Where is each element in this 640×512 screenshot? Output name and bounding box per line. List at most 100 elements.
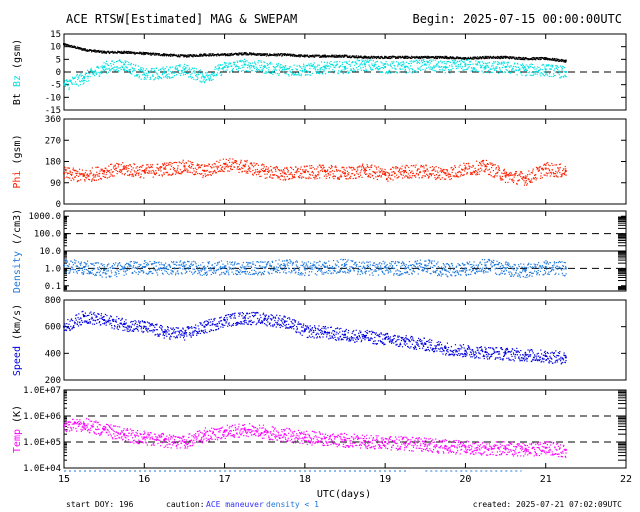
density-point	[212, 272, 215, 274]
mag-point	[217, 65, 219, 67]
mag-point	[351, 62, 353, 64]
mag-point	[287, 73, 289, 76]
phi-point	[133, 170, 135, 172]
phi-point	[549, 175, 551, 177]
phi-point	[216, 160, 218, 162]
phi-point	[95, 179, 97, 181]
mag-point	[192, 56, 194, 58]
phi-point	[375, 166, 377, 168]
mag-point	[95, 51, 97, 53]
phi-point	[215, 172, 217, 174]
mag-point	[109, 70, 111, 72]
density-point	[198, 271, 200, 273]
mag-point	[422, 62, 424, 64]
phi-point	[238, 171, 240, 174]
mag-point	[430, 56, 432, 58]
phi-point	[432, 173, 434, 175]
mag-point	[247, 53, 249, 55]
phi-point	[535, 179, 537, 181]
phi-point	[445, 174, 447, 177]
density-point	[172, 271, 174, 273]
mag-point	[208, 55, 210, 57]
density-point	[240, 267, 243, 269]
phi-point	[338, 178, 340, 180]
mag-point	[465, 65, 467, 67]
mag-point	[549, 67, 551, 70]
mag-point	[430, 66, 432, 68]
density-point	[110, 270, 112, 272]
mag-point	[173, 75, 176, 77]
phi-point	[77, 179, 79, 182]
mag-point	[511, 57, 513, 60]
phi-point	[539, 165, 541, 168]
mag-point	[108, 52, 110, 54]
mag-point	[300, 75, 302, 77]
phi-point	[97, 175, 99, 177]
mag-point	[525, 64, 527, 66]
mag-point	[200, 77, 203, 79]
mag-point	[388, 70, 390, 72]
mag-point	[174, 66, 177, 68]
phi-point	[436, 170, 438, 172]
phi-point	[356, 167, 358, 169]
mag-point	[280, 53, 282, 55]
phi-point	[299, 176, 301, 178]
phi-point	[204, 175, 207, 178]
mag-point	[116, 66, 118, 68]
mag-data-point	[504, 65, 507, 68]
mag-point	[371, 55, 373, 58]
phi-point	[503, 168, 505, 170]
mag-point	[105, 60, 108, 63]
phi-point	[182, 161, 184, 163]
phi-point	[462, 174, 465, 176]
mag-point	[265, 72, 267, 74]
mag-point	[517, 63, 519, 65]
density-point	[251, 263, 254, 265]
phi-point	[300, 166, 302, 168]
mag-point	[309, 65, 311, 67]
mag-point	[299, 56, 301, 58]
phi-point	[348, 166, 350, 168]
mag-point	[373, 65, 376, 67]
density-series-density	[63, 258, 567, 278]
mag-point	[111, 60, 114, 62]
phi-point	[254, 164, 256, 166]
phi-point	[510, 172, 512, 174]
phi-point	[438, 177, 440, 179]
phi-point	[151, 172, 153, 174]
phi-point	[328, 166, 330, 168]
phi-point	[401, 165, 403, 167]
phi-point	[372, 174, 374, 177]
mag-point	[544, 58, 546, 61]
mag-point	[411, 55, 413, 57]
mag-point	[251, 52, 253, 54]
phi-point	[304, 169, 306, 171]
mag-point	[339, 65, 342, 67]
mag-point	[524, 65, 526, 68]
phi-point	[85, 177, 88, 179]
mag-point	[417, 61, 420, 63]
mag-point	[183, 56, 185, 58]
mag-point	[197, 77, 199, 79]
mag-point	[311, 55, 313, 57]
phi-point	[128, 174, 130, 177]
density-point	[130, 265, 132, 267]
mag-point	[289, 66, 292, 68]
mag-point	[238, 54, 240, 56]
phi-point	[331, 170, 334, 172]
phi-point	[118, 164, 120, 166]
mag-point	[134, 65, 136, 67]
mag-point	[417, 67, 419, 69]
mag-point	[474, 63, 477, 65]
mag-point	[217, 69, 219, 71]
mag-point	[195, 75, 197, 77]
mag-point	[146, 76, 149, 78]
mag-point	[237, 66, 239, 68]
mag-point	[107, 50, 109, 52]
mag-point	[284, 54, 286, 56]
mag-point	[439, 57, 441, 59]
density-point	[102, 271, 104, 274]
phi-point	[398, 175, 400, 178]
density-point	[230, 268, 232, 270]
mag-point	[140, 69, 142, 71]
